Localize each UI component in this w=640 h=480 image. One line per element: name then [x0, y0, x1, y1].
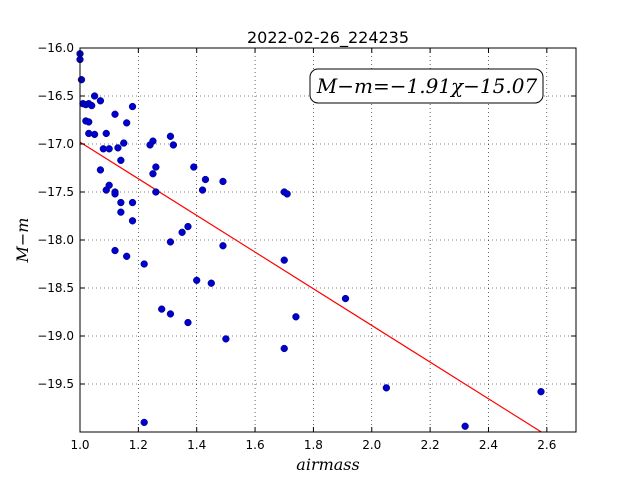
x-tick-label: 1.6 — [246, 438, 265, 452]
x-tick-label: 2.2 — [421, 438, 440, 452]
data-point — [193, 276, 201, 284]
data-point — [85, 118, 93, 126]
y-tick-label: −16.0 — [37, 41, 74, 55]
data-point — [149, 170, 157, 178]
data-point — [102, 186, 110, 194]
data-point — [190, 163, 198, 171]
x-tick-label: 1.2 — [129, 438, 148, 452]
data-point — [166, 132, 175, 140]
y-tick-label: −17.0 — [37, 137, 74, 151]
data-point — [537, 388, 545, 396]
data-point — [461, 422, 469, 430]
data-point — [219, 177, 227, 186]
x-tick-label: 1.8 — [304, 438, 323, 452]
data-point — [111, 110, 119, 118]
data-point — [96, 97, 105, 105]
y-tick-label: −18.5 — [37, 281, 74, 295]
data-point — [90, 130, 99, 139]
data-point — [96, 166, 105, 174]
y-tick-label: −19.5 — [37, 377, 74, 391]
data-point — [114, 144, 122, 152]
data-point — [152, 188, 160, 196]
data-point — [123, 252, 131, 260]
x-tick-label: 1.0 — [70, 438, 89, 452]
data-point — [117, 198, 125, 207]
data-point — [149, 137, 157, 145]
data-point — [382, 384, 391, 392]
data-point — [201, 175, 210, 184]
data-point — [117, 156, 125, 164]
data-point — [152, 163, 160, 171]
y-tick-label: −17.5 — [37, 185, 74, 199]
data-point — [140, 418, 148, 427]
data-point — [77, 76, 86, 84]
x-tick-label: 2.0 — [362, 438, 381, 452]
y-axis-label: M−m — [13, 218, 32, 264]
data-point — [280, 256, 288, 264]
data-point — [198, 186, 207, 194]
x-axis-label: airmass — [296, 455, 359, 474]
data-point — [111, 190, 119, 198]
y-tick-label: −18.0 — [37, 233, 74, 247]
annotation-box — [309, 68, 544, 104]
data-point — [90, 92, 99, 100]
data-point — [128, 217, 137, 225]
x-tick-label: 2.6 — [537, 438, 556, 452]
data-point — [280, 344, 288, 353]
data-point — [117, 208, 125, 216]
data-point — [184, 318, 192, 327]
data-point — [283, 190, 291, 198]
data-point — [128, 198, 137, 207]
data-point — [166, 310, 175, 318]
data-point — [123, 119, 131, 127]
y-tick-label: −16.5 — [37, 89, 74, 103]
data-point — [178, 228, 186, 236]
annotation: M−m=−1.91χ−15.07 — [309, 68, 544, 104]
data-point — [102, 129, 110, 138]
x-tick-label: 2.4 — [479, 438, 498, 452]
data-point — [140, 260, 148, 268]
data-point — [88, 101, 96, 110]
annotation-text: M−m=−1.91χ−15.07 — [316, 74, 538, 98]
data-point — [219, 242, 227, 250]
data-point — [292, 313, 300, 321]
x-tick-label: 1.4 — [187, 438, 206, 452]
y-tick-label: −19.0 — [37, 329, 74, 343]
data-point — [158, 305, 166, 313]
ticks: 1.0 1.2 1.4 1.6 1.8 2.0 2.2 2.4 2.6 −16.0 −16.5 −17… — [37, 41, 576, 452]
data-point — [105, 145, 113, 153]
data-point — [222, 335, 230, 343]
chart-title: 2022-02-26_224235 — [247, 28, 409, 48]
data-point — [120, 139, 128, 147]
data-point — [169, 141, 178, 149]
data-point — [184, 222, 192, 231]
data-point — [207, 279, 215, 287]
data-point — [166, 238, 175, 246]
data-point — [111, 246, 119, 255]
data-point — [128, 102, 137, 111]
data-point — [341, 294, 350, 303]
